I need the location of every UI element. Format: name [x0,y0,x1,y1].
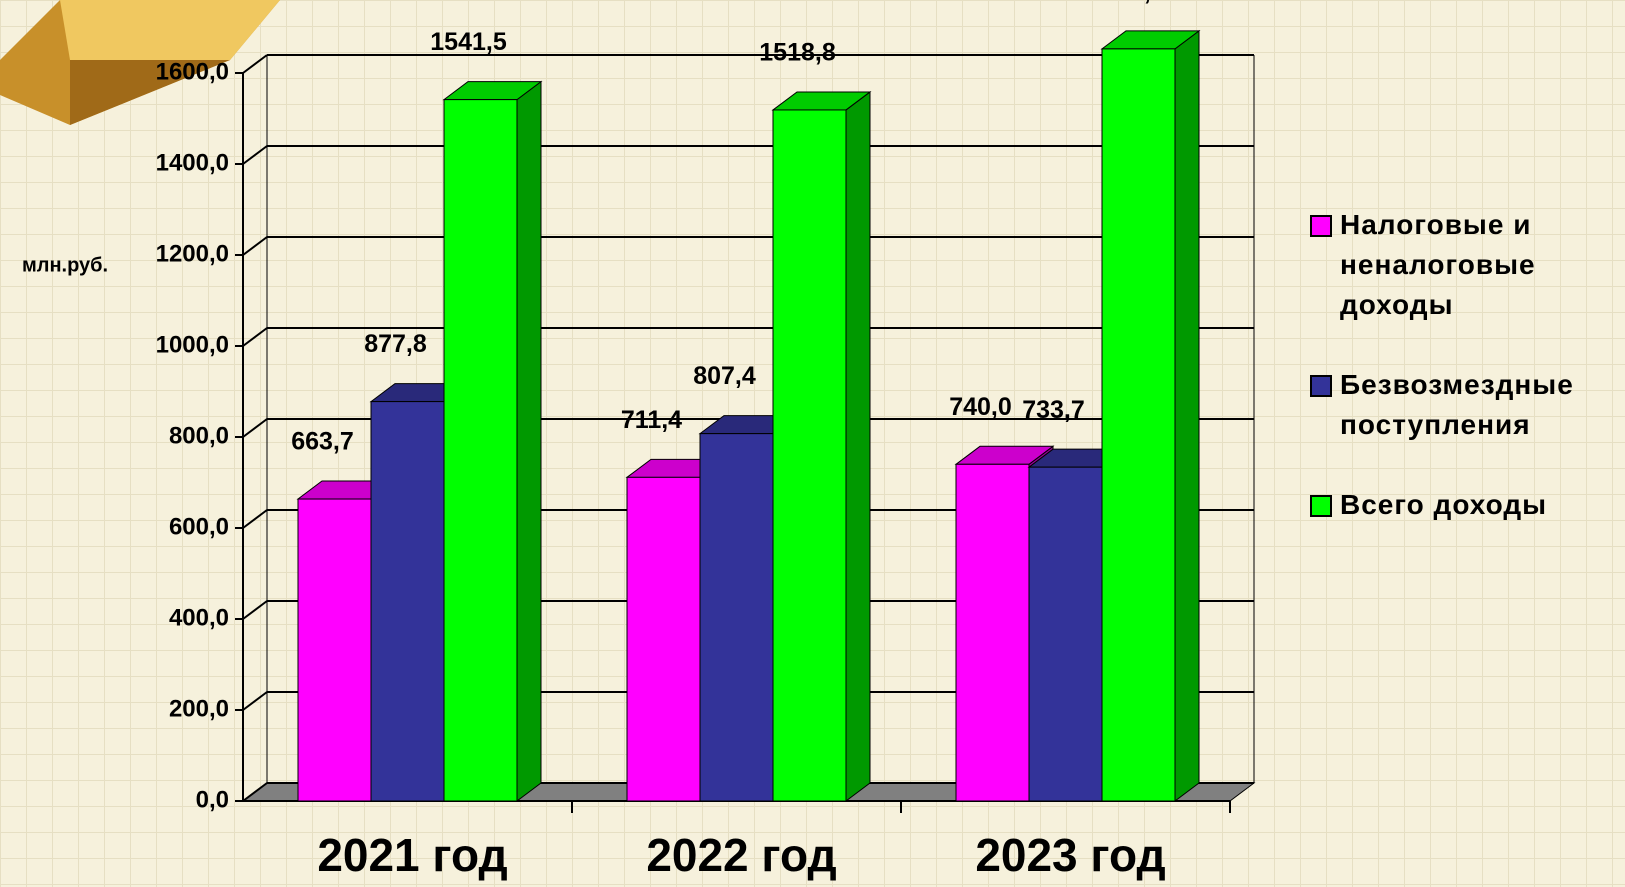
value-label: 733,7 [1022,396,1085,424]
x-tick-label: 2023 год [975,829,1165,881]
grid-line-diag [242,691,268,711]
grid-line-diag [242,54,268,74]
grid-line-diag [242,145,268,165]
bar [297,498,372,802]
bar [370,401,445,802]
value-label: 1653,0 [1088,0,1164,5]
x-tick-label: 2022 год [646,829,836,881]
y-tick-label: 400,0 [169,604,229,631]
legend-swatch [1310,215,1332,237]
y-tick-label: 1000,0 [156,331,229,358]
bar [443,99,518,802]
y-tick-label: 600,0 [169,513,229,540]
y-tick-label: 800,0 [169,422,229,449]
gold-bar-decoration [0,0,280,125]
value-label: 807,4 [693,362,756,390]
bar [772,109,847,802]
value-label: 740,0 [949,393,1012,421]
legend-label: Налоговые и неналоговые доходы [1340,209,1536,320]
grid-line-diag [242,782,268,802]
legend-item: Безвозмездные поступления [1310,365,1610,445]
value-label: 877,8 [364,330,427,358]
legend-item: Налоговые и неналоговые доходы [1310,205,1610,325]
x-tick-label: 2021 год [317,829,507,881]
grid-line-diag [242,418,268,438]
legend: Налоговые и неналоговые доходы Безвозмезд… [1310,205,1610,565]
grid-line-diag [242,327,268,347]
bar-side [845,90,871,802]
grid-line-diag [242,600,268,620]
bar [1101,48,1176,802]
bar [955,463,1030,802]
bar [699,433,774,802]
grid-line-diag [242,509,268,529]
legend-label: Всего доходы [1340,489,1548,520]
bar [626,476,701,802]
y-tick-label: 1200,0 [156,240,229,267]
legend-item: Всего доходы [1310,485,1610,525]
value-label: 1518,8 [759,39,836,67]
value-label: 711,4 [621,406,682,434]
legend-swatch [1310,375,1332,397]
bar-side [1174,29,1200,802]
legend-label: Безвозмездные поступления [1340,369,1574,440]
grid-line-diag [242,236,268,256]
value-label: 663,7 [291,428,354,456]
y-axis-label: млн.руб. [22,254,108,276]
y-tick-label: 0,0 [196,786,229,813]
y-tick-label: 1400,0 [156,149,229,176]
y-tick-label: 1600,0 [156,58,229,85]
bar-side [516,80,542,802]
bar [1028,466,1103,802]
y-tick-label: 200,0 [169,695,229,722]
legend-swatch [1310,495,1332,517]
value-label: 1541,5 [430,28,507,56]
